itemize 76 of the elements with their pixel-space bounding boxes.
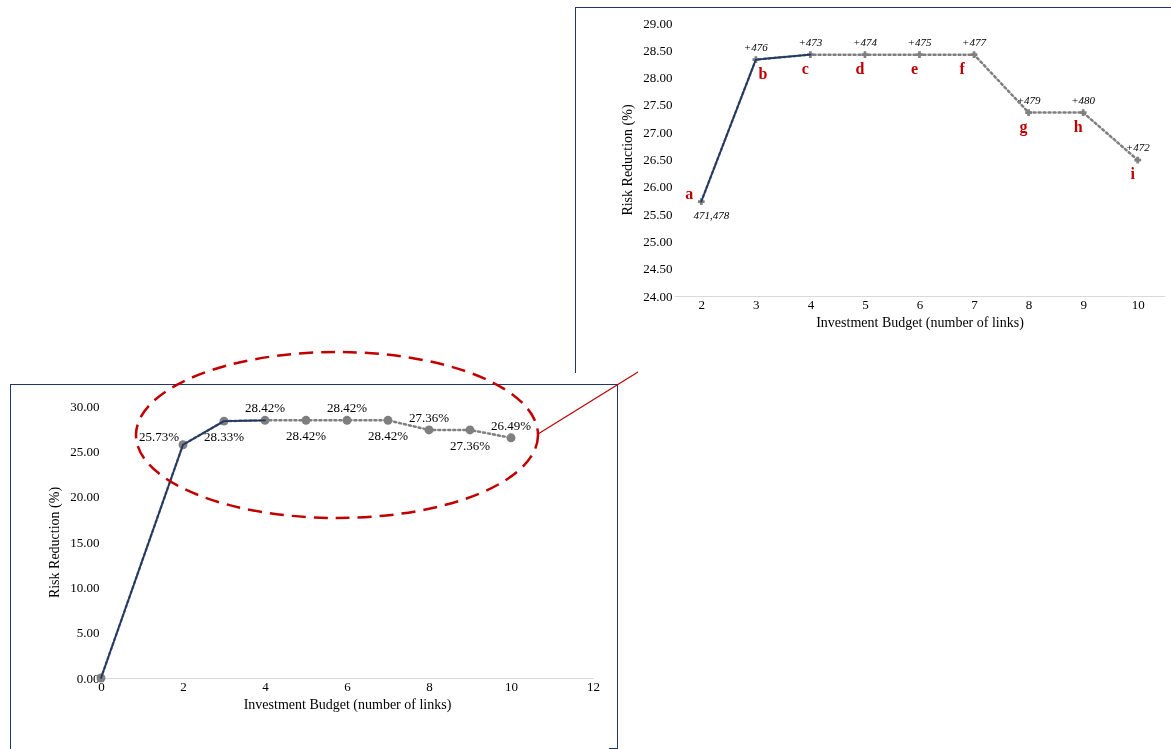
x-tick-label: 10 xyxy=(1131,296,1145,312)
point xyxy=(1079,109,1087,116)
x-tick-label: 7 xyxy=(971,296,979,312)
x-tick-label: 5 xyxy=(862,296,869,312)
point xyxy=(861,51,869,59)
data-label: 28.42% xyxy=(244,400,286,416)
annotation: h xyxy=(1073,117,1083,135)
point xyxy=(1025,109,1032,116)
data-label: 28.42% xyxy=(326,400,368,416)
x-tick-label: 6 xyxy=(916,296,924,312)
point xyxy=(916,51,923,59)
data-label: 25.73% xyxy=(138,428,180,444)
y-tick-label: 26.00 xyxy=(643,179,673,195)
y-tick-label: 24.50 xyxy=(643,261,673,277)
annotation: +477 xyxy=(962,35,987,48)
data-label: 28.33% xyxy=(203,429,245,445)
point xyxy=(424,425,434,435)
x-tick-label: 8 xyxy=(1025,296,1033,312)
y-tick-label: 25.00 xyxy=(70,443,100,459)
x-axis-title: Investment Budget (number of links) xyxy=(243,696,452,713)
point xyxy=(465,425,475,435)
x-tick-label: 2 xyxy=(698,296,706,312)
y-tick-label: 15.00 xyxy=(70,534,100,550)
data-label: 27.36% xyxy=(408,409,450,425)
y-tick-label: 27.50 xyxy=(643,97,673,113)
x-tick-label: 2 xyxy=(180,678,187,694)
y-tick-label: 30.00 xyxy=(70,398,100,414)
point xyxy=(383,415,393,425)
annotation: a xyxy=(685,184,694,202)
annotation: +480 xyxy=(1071,93,1096,106)
annotation: b xyxy=(758,64,768,82)
data-label: 28.42% xyxy=(285,428,327,444)
x-tick-label: 3 xyxy=(753,296,760,312)
x-tick-label: 0 xyxy=(98,678,105,694)
annotation: i xyxy=(1130,165,1136,183)
x-tick-label: 4 xyxy=(807,296,815,312)
x-tick-label: 9 xyxy=(1080,296,1087,312)
annotation: e xyxy=(910,59,919,77)
y-tick-label: 27.00 xyxy=(643,124,673,140)
annotation: +476 xyxy=(743,40,769,53)
x-tick-label: 10 xyxy=(505,678,518,694)
annotation: d xyxy=(855,59,865,77)
annotation: f xyxy=(959,59,966,77)
y-axis-title: Risk Reduction (%) xyxy=(620,104,637,216)
x-tick-label: 6 xyxy=(344,678,352,694)
x-tick-label: 4 xyxy=(262,678,270,694)
y-tick-label: 29.00 xyxy=(643,15,673,31)
y-tick-label: 10.00 xyxy=(70,579,100,595)
data-label: 28.42% xyxy=(367,428,409,444)
annotation: +475 xyxy=(907,35,932,48)
point xyxy=(1134,156,1142,164)
point xyxy=(342,415,352,425)
y-tick-label: 20.00 xyxy=(70,489,100,505)
y-tick-label: 28.50 xyxy=(643,42,673,58)
y-axis-title: Risk Reduction (%) xyxy=(47,486,64,599)
annotation: c xyxy=(801,59,809,77)
point xyxy=(506,433,516,443)
annotation: g xyxy=(1019,117,1028,136)
annotation: +479 xyxy=(1016,93,1042,106)
x-axis-title: Investment Budget (number of links) xyxy=(816,314,1025,331)
y-tick-label: 24.00 xyxy=(643,288,673,304)
x-tick-label: 12 xyxy=(587,678,600,694)
y-tick-label: 5.00 xyxy=(76,625,100,641)
annotation: +472 xyxy=(1125,141,1151,154)
point xyxy=(301,415,311,425)
annotation: 471,478 xyxy=(693,208,730,221)
annotation: +473 xyxy=(798,35,823,48)
x-tick-label: 8 xyxy=(426,678,433,694)
data-label: 27.36% xyxy=(449,437,491,453)
y-tick-label: 28.00 xyxy=(643,70,673,86)
y-tick-label: 25.00 xyxy=(643,233,673,249)
annotation: +474 xyxy=(852,35,878,48)
point xyxy=(970,51,978,59)
y-tick-label: 26.50 xyxy=(643,152,673,167)
y-tick-label: 25.50 xyxy=(643,206,673,222)
data-label: 26.49% xyxy=(490,417,532,433)
